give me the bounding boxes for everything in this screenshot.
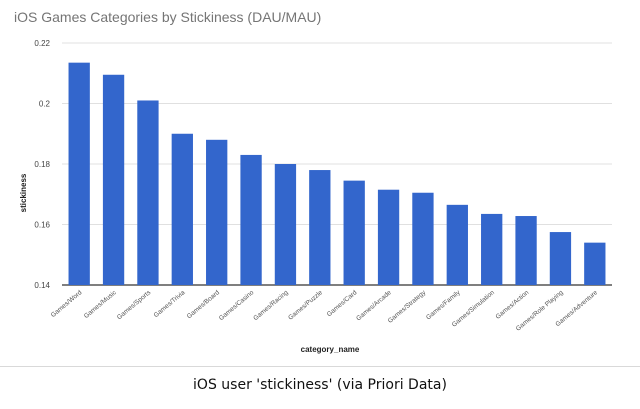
x-tick-label: Games/Racing [252,289,290,322]
bar [412,192,434,285]
bar [137,100,159,285]
x-tick-label: Games/Casino [218,289,256,322]
bar [274,164,297,285]
bar [481,213,503,285]
bar [584,242,606,285]
x-tick-label: Games/Action [495,289,531,321]
bar-chart: 0.14 0.16 0.18 0.2 0.22 Games/Word Games/Musi… [19,39,612,354]
y-tick-label: 0.18 [34,160,50,169]
y-axis-label: stickiness [19,173,28,212]
x-tick-label: Games/Arcade [355,289,393,322]
x-tick-label: Games/Strategy [387,289,428,325]
bars [68,62,606,285]
y-tick-label: 0.14 [34,281,50,290]
x-tick-label: Games/Trivia [153,289,187,319]
bar [515,216,537,285]
y-tick-label: 0.16 [34,221,50,230]
x-tick-label: Games/Puzzle [287,289,324,322]
y-tick-labels: 0.14 0.16 0.18 0.2 0.22 [34,39,50,290]
figure-caption: iOS user 'stickiness' (via Priori Data) [193,377,447,393]
y-tick-label: 0.2 [39,100,51,109]
bar [206,139,228,285]
bar [68,62,90,285]
y-tick-label: 0.22 [34,39,50,48]
bar [309,170,331,285]
x-tick-label: Games/Board [186,289,222,320]
chart-title: iOS Games Categories by Stickiness (DAU/… [14,9,322,25]
bar [343,180,365,285]
x-tick-label: Games/Word [50,289,84,319]
bar [377,189,400,285]
x-tick-label: Games/Card [326,289,359,318]
x-tick-label: Games/Sports [116,289,153,322]
bar [240,154,262,285]
bar [102,74,125,285]
bar [549,232,572,285]
x-tick-label: Games/Music [83,289,119,320]
bar [446,204,468,285]
x-axis-label: category_name [301,345,360,354]
bar [171,133,193,285]
caption-divider [0,366,640,367]
x-tick-label: Games/Family [425,289,462,322]
